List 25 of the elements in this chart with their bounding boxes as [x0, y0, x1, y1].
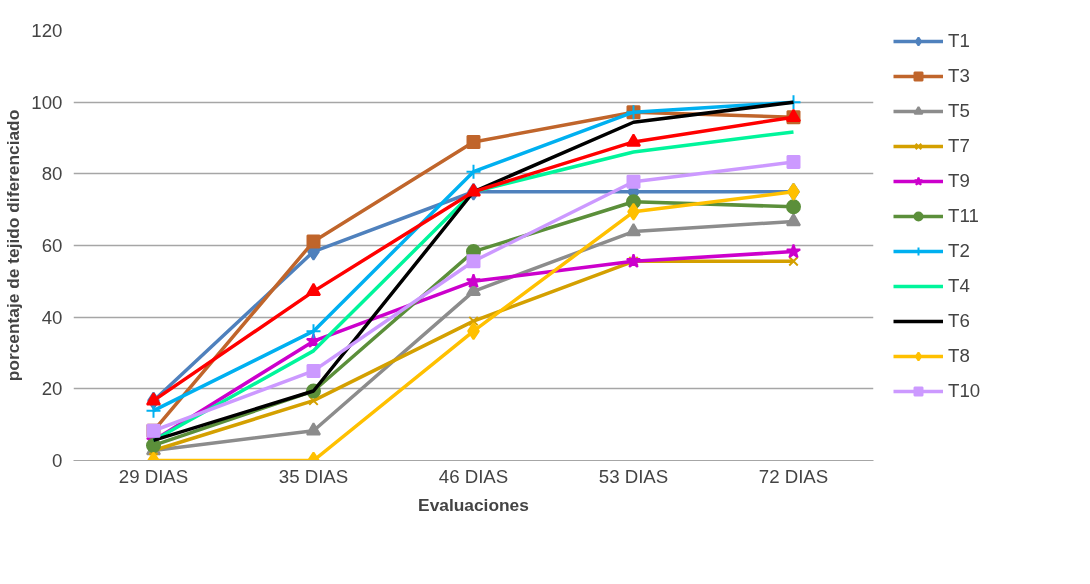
legend-label: T1 — [948, 30, 970, 52]
legend-label: T8 — [948, 345, 970, 367]
y-tick-label: 40 — [41, 306, 63, 328]
y-tick-label: 100 — [31, 91, 63, 113]
legend-label: T2 — [948, 240, 970, 262]
y-tick-label: 20 — [41, 378, 63, 400]
legend-label: T4 — [948, 275, 970, 297]
x-tick-label: 53 DIAS — [598, 465, 669, 487]
legend-label: T6 — [948, 310, 970, 332]
legend-label: T10 — [948, 380, 981, 402]
legend-label: T11 — [948, 205, 979, 227]
x-axis-title: Evaluaciones — [418, 494, 529, 515]
legend-label: T3 — [948, 65, 970, 87]
legend-label: T7 — [948, 135, 970, 157]
y-tick-label: 120 — [31, 20, 63, 41]
y-axis-title: porcentaje de tejido diferenciado — [3, 109, 24, 382]
x-tick-label: 46 DIAS — [438, 465, 509, 487]
x-tick-label: 29 DIAS — [118, 465, 189, 487]
legend-label: T9 — [948, 170, 970, 192]
y-tick-label: 80 — [41, 163, 63, 185]
legend-label: T5 — [948, 100, 970, 122]
y-tick-label: 60 — [41, 235, 63, 256]
x-tick-label: 35 DIAS — [278, 465, 349, 487]
y-tick-label: 0 — [52, 450, 63, 471]
x-tick-label: 72 DIAS — [758, 465, 829, 487]
